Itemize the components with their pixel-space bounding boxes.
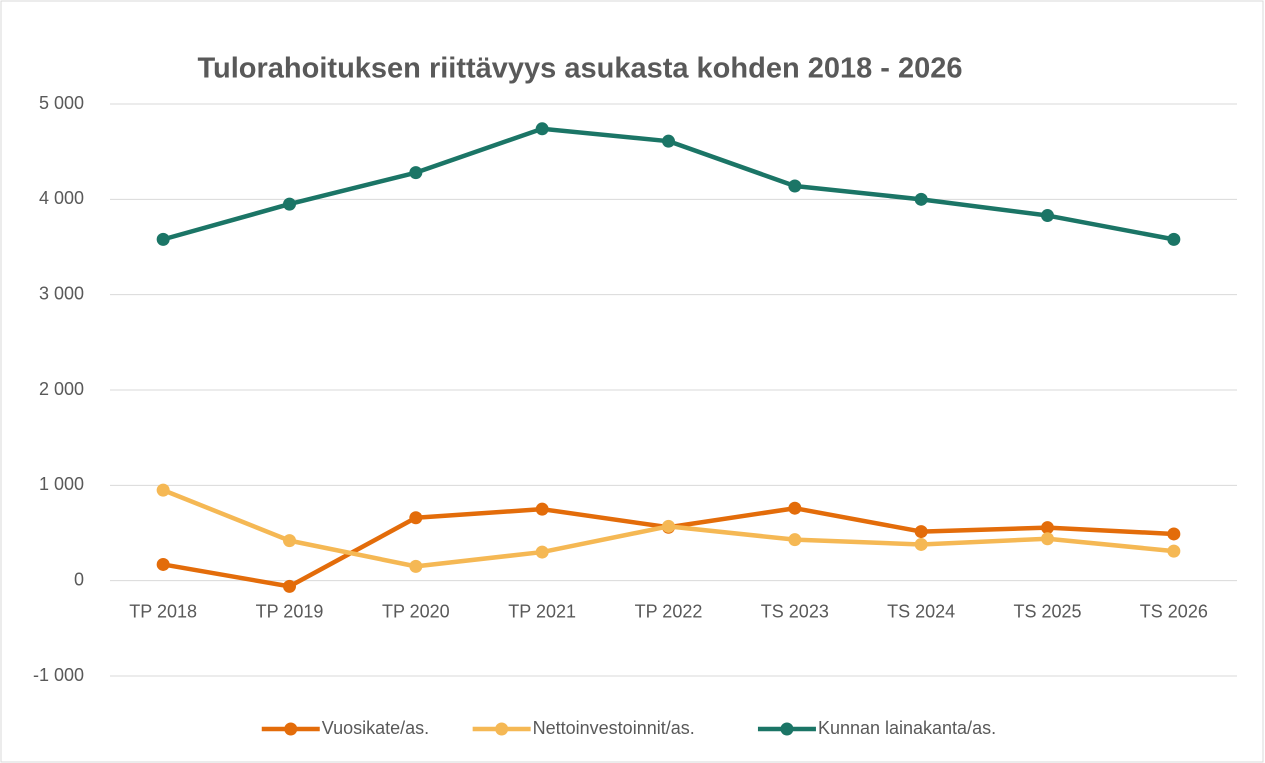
data-point: [156, 557, 170, 571]
legend-marker: [284, 722, 298, 736]
data-point: [283, 534, 296, 548]
data-point: [283, 197, 296, 211]
data-point: [156, 232, 170, 246]
x-tick-label: TP 2020: [382, 601, 450, 621]
data-point: [914, 525, 928, 539]
x-tick-label: TP 2019: [256, 601, 324, 621]
data-point: [535, 502, 549, 516]
data-point: [283, 579, 296, 593]
legend-label: Vuosikate/as.: [322, 718, 429, 738]
y-tick-label: 2 000: [39, 379, 84, 399]
y-tick-label: 4 000: [39, 188, 84, 208]
y-tick-label: 1 000: [39, 474, 84, 494]
data-point: [409, 559, 423, 573]
data-point: [1167, 544, 1181, 558]
data-point: [662, 519, 675, 533]
y-tick-label: 3 000: [39, 283, 84, 303]
data-point: [1041, 521, 1054, 535]
data-point: [409, 511, 423, 525]
legend-marker: [495, 722, 509, 736]
x-tick-label: TP 2018: [129, 601, 197, 621]
data-point: [1167, 232, 1181, 246]
data-point: [914, 192, 928, 206]
legend-marker: [780, 722, 794, 736]
data-point: [535, 545, 549, 559]
data-point: [156, 483, 170, 497]
x-tick-label: TS 2025: [1013, 601, 1081, 621]
data-point: [914, 537, 928, 551]
legend-label: Kunnan lainakanta/as.: [818, 718, 996, 738]
data-point: [788, 501, 802, 515]
data-point: [409, 166, 423, 180]
y-tick-label: 0: [74, 569, 84, 589]
data-point: [788, 533, 802, 547]
y-tick-label: -1 000: [33, 665, 84, 685]
data-point: [662, 134, 675, 148]
y-tick-label: 5 000: [39, 93, 84, 113]
data-point: [1041, 532, 1054, 546]
data-point: [1041, 209, 1054, 223]
x-tick-label: TP 2021: [508, 601, 576, 621]
chart-title: Tulorahoituksen riittävyys asukasta kohd…: [197, 53, 962, 85]
data-point: [535, 122, 549, 136]
data-point: [788, 179, 802, 193]
x-tick-label: TS 2023: [761, 601, 829, 621]
x-tick-label: TP 2022: [635, 601, 703, 621]
legend-label: Nettoinvestoinnit/as.: [533, 718, 695, 738]
x-tick-label: TS 2024: [887, 601, 955, 621]
data-point: [1167, 527, 1181, 541]
x-tick-label: TS 2026: [1140, 601, 1208, 621]
